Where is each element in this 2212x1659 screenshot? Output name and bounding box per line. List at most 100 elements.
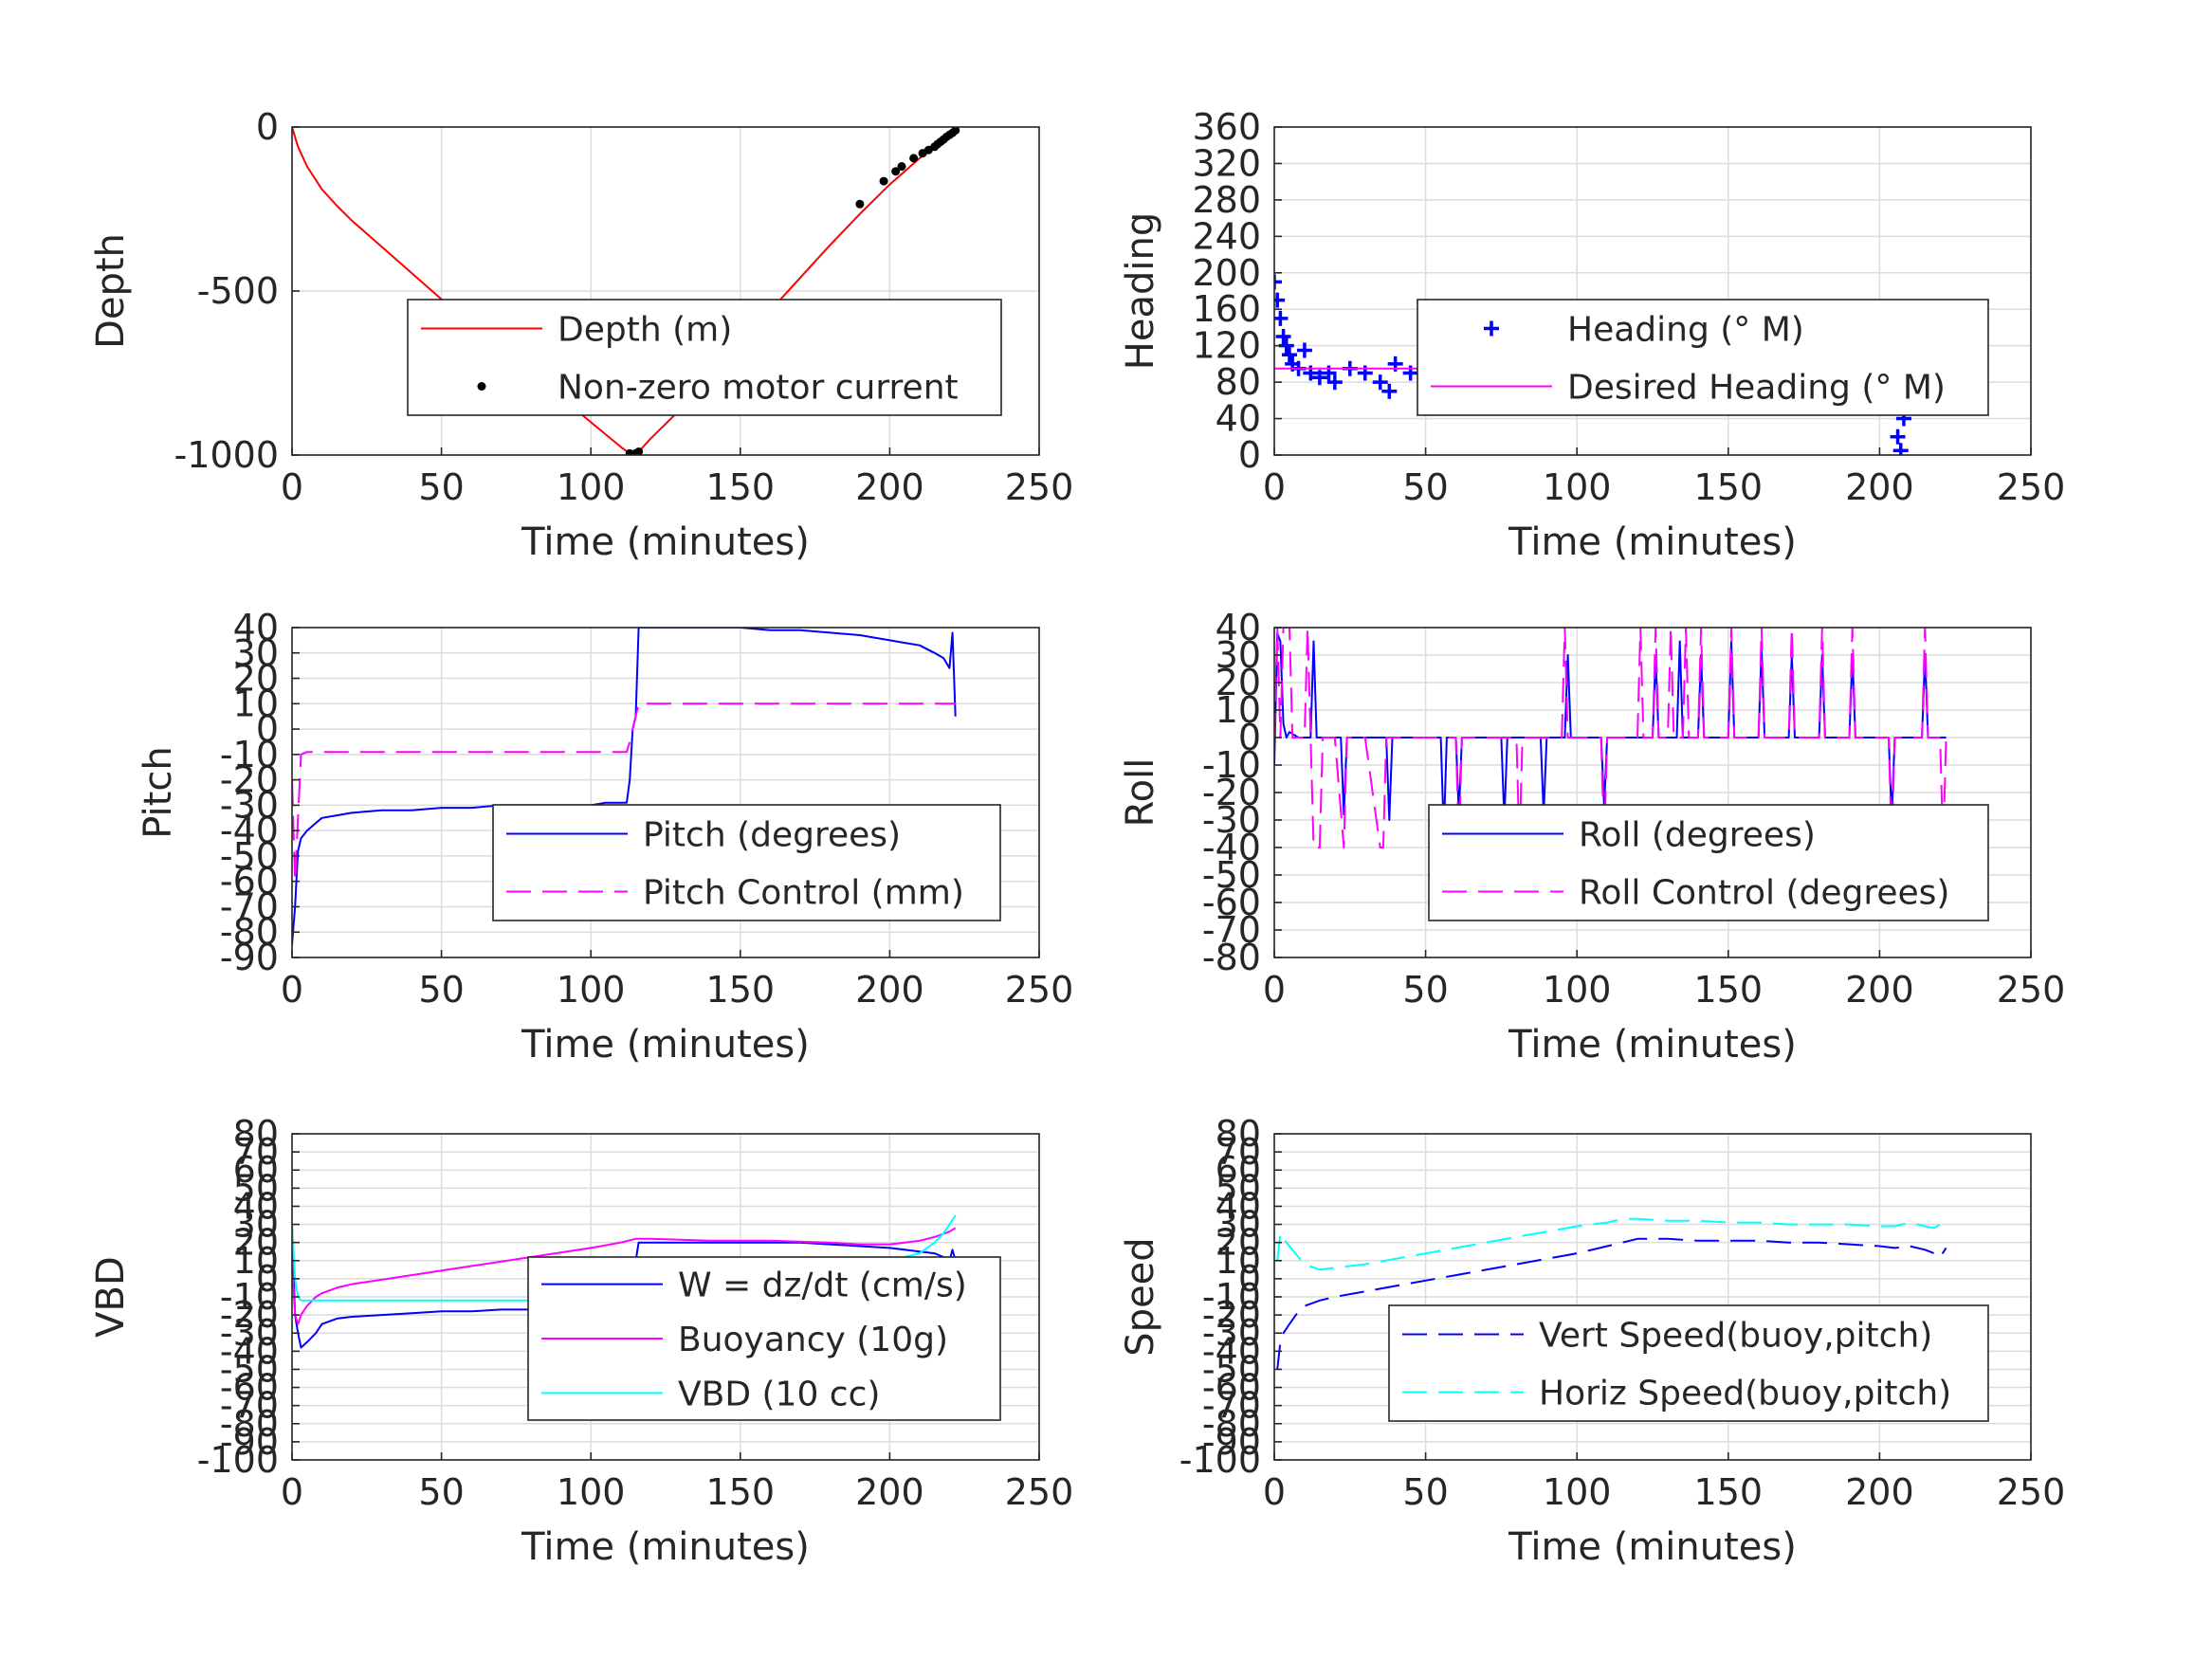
data-point (1890, 428, 1906, 445)
x-tick-label: 0 (281, 466, 303, 508)
y-tick-label: -20 (220, 759, 279, 801)
y-tick-label: 0 (256, 1258, 279, 1300)
y-axis-label: Roll (1119, 758, 1162, 828)
x-tick-label: 0 (1263, 466, 1286, 508)
legend-entry: Vert Speed(buoy,pitch) (1539, 1317, 1932, 1356)
x-tick-label: 50 (418, 1471, 464, 1513)
y-tick-label: 80 (1216, 361, 1261, 403)
y-tick-label: 80 (1216, 1113, 1261, 1155)
legend-entry: VBD (10 cc) (678, 1375, 880, 1413)
x-axis-label: Time (minutes) (521, 520, 810, 564)
y-tick-label: -80 (220, 911, 279, 953)
data-point (1281, 347, 1297, 363)
y-tick-label: -60 (220, 861, 279, 902)
legend: Heading (° M) Desired Heading (° M) (1417, 299, 1989, 416)
data-point (1296, 342, 1312, 358)
chart-panel-5: 0 50 100 150 200 25080706050403020100-10-20-3… (89, 1113, 1073, 1569)
x-tick-label: 200 (1845, 466, 1914, 508)
y-tick-label: -10 (220, 734, 279, 775)
y-tick-label: -70 (220, 1385, 279, 1427)
legend-entry: Desired Heading (° M) (1567, 369, 1946, 408)
x-tick-label: 100 (1543, 466, 1612, 508)
legend: W = dz/dt (cm/s) Buoyancy (10g) VBD (10 cc… (527, 1256, 1001, 1421)
series-line-2 (1274, 628, 1947, 848)
x-tick-label: 0 (281, 1471, 303, 1513)
chart-panel-4: 0 50 100 150 200 250403020100-10-20-30-40-50-… (1119, 607, 2065, 1066)
legend: Vert Speed(buoy,pitch) Horiz Speed(buoy,p… (1388, 1304, 1989, 1422)
data-layer (1274, 628, 1947, 848)
legend-box (1417, 299, 1989, 416)
y-tick-label: -50 (220, 835, 279, 877)
y-tick-label: -40 (1202, 1330, 1261, 1372)
y-tick-label: -500 (197, 270, 279, 312)
series-line-2 (292, 1227, 957, 1325)
y-tick-label: 0 (1238, 717, 1261, 758)
x-tick-label: 50 (1402, 969, 1448, 1011)
y-tick-label: 80 (233, 1113, 279, 1155)
y-tick-label: -30 (1202, 799, 1261, 841)
y-tick-label: 320 (1192, 142, 1261, 184)
y-tick-label: 10 (1216, 1240, 1261, 1282)
x-tick-label: 200 (1845, 1471, 1914, 1513)
series-line-1 (1276, 1237, 1947, 1370)
legend-entry: Non-zero motor current (558, 369, 959, 408)
y-tick-label: -90 (220, 937, 279, 978)
x-tick-label: 200 (1845, 969, 1914, 1011)
y-tick-label: 70 (233, 1131, 279, 1173)
y-tick-label: -80 (1202, 937, 1261, 978)
y-axis-label: Pitch (137, 746, 180, 838)
x-tick-label: 250 (1005, 466, 1074, 508)
y-tick-label: 160 (1192, 288, 1261, 330)
data-point (1892, 443, 1909, 455)
y-tick-label: 10 (1216, 689, 1261, 731)
y-tick-label: -50 (1202, 854, 1261, 896)
legend-swatch (1484, 320, 1499, 337)
data-layer (292, 628, 957, 945)
legend-entry: Roll (degrees) (1579, 816, 1816, 855)
x-tick-label: 150 (706, 969, 776, 1011)
y-tick-label: -70 (1202, 909, 1261, 951)
y-tick-label: 60 (1216, 1149, 1261, 1191)
data-point (1326, 374, 1343, 391)
x-tick-label: 150 (1694, 466, 1764, 508)
y-tick-label: -40 (220, 810, 279, 851)
legend-box (407, 299, 1002, 416)
y-tick-label: 0 (256, 708, 279, 750)
x-tick-label: 100 (1543, 1471, 1612, 1513)
legend-entry: Buoyancy (10g) (678, 1321, 948, 1359)
y-tick-label: 0 (256, 106, 279, 148)
x-axis-label: Time (minutes) (521, 1525, 810, 1569)
x-tick-label: 150 (1694, 969, 1764, 1011)
y-tick-label: -70 (220, 885, 279, 927)
data-layer (292, 127, 960, 455)
legend: Roll (degrees) Roll Control (degrees) (1428, 804, 1989, 921)
data-point (1274, 310, 1289, 326)
y-tick-label: 200 (1192, 252, 1261, 294)
x-tick-label: 150 (1694, 1471, 1764, 1513)
x-tick-label: 150 (706, 1471, 776, 1513)
y-tick-label: -60 (1202, 882, 1261, 923)
data-point (634, 447, 644, 455)
y-tick-label: 120 (1192, 325, 1261, 367)
y-tick-label: -10 (1202, 744, 1261, 786)
y-axis-label: Depth (89, 233, 133, 349)
x-tick-label: 100 (557, 466, 626, 508)
x-tick-label: 250 (1005, 969, 1074, 1011)
y-tick-label: -1000 (174, 434, 279, 476)
y-axis-label: Heading (1119, 212, 1162, 370)
x-tick-label: 100 (1543, 969, 1612, 1011)
y-tick-label: 60 (233, 1149, 279, 1191)
data-point (1274, 292, 1286, 308)
y-tick-label: 360 (1192, 106, 1261, 148)
y-tick-label: 280 (1192, 179, 1261, 221)
y-tick-label: -30 (220, 784, 279, 826)
data-point (1381, 383, 1398, 399)
y-tick-label: 30 (1216, 634, 1261, 676)
legend-entry: Pitch (degrees) (643, 816, 901, 855)
legend-entry: Heading (° M) (1567, 311, 1804, 350)
y-tick-label: 40 (1216, 398, 1261, 440)
x-tick-label: 100 (557, 969, 626, 1011)
y-tick-label: 30 (233, 632, 279, 674)
legend-entry: W = dz/dt (cm/s) (678, 1267, 967, 1305)
